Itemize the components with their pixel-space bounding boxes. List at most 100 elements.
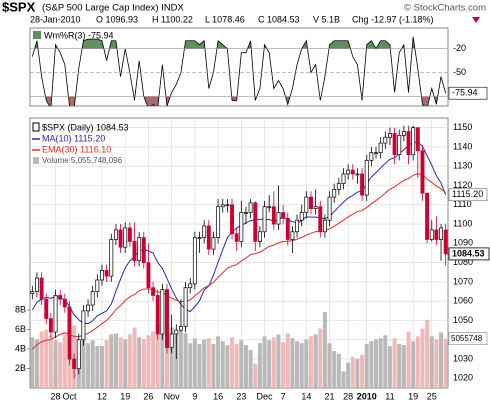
candle-body — [434, 229, 439, 240]
candle-body — [271, 206, 276, 225]
volume-bar — [262, 336, 267, 388]
candle-body — [160, 289, 165, 335]
quote: C 1084.53 — [258, 14, 300, 24]
volume-bar — [174, 334, 179, 388]
candle-body — [439, 227, 443, 240]
volume-bar — [160, 328, 165, 388]
candle-body — [197, 237, 202, 239]
volume-bar — [429, 336, 434, 388]
volume-bar — [90, 340, 95, 388]
volume-bar — [257, 343, 262, 388]
candle-body — [364, 160, 369, 196]
x-tick-label: Dec — [257, 391, 274, 401]
x-tick-label: 7 — [281, 391, 286, 401]
candle-body — [109, 239, 114, 277]
candle-body — [285, 217, 290, 240]
volume-bar — [165, 324, 170, 388]
volume-bar — [197, 344, 202, 388]
volume-bar — [81, 335, 86, 388]
candle-body — [276, 212, 281, 225]
candle-body — [290, 231, 295, 240]
candle-body — [30, 291, 35, 294]
x-tick-label: 16 — [213, 391, 223, 401]
volume-bar — [44, 329, 49, 388]
candle-body — [374, 152, 378, 155]
volume-bar — [304, 339, 309, 388]
volume-bar — [188, 343, 193, 388]
candle-body — [429, 229, 434, 240]
y-tick-label: 1020 — [453, 373, 473, 383]
candle-body — [86, 304, 91, 312]
x-tick-label: 26 — [143, 391, 153, 401]
y-tick-label: 1100 — [453, 218, 472, 228]
candle-body — [151, 287, 156, 296]
candle-body — [216, 206, 221, 238]
candle-body — [155, 295, 160, 335]
value-tag — [448, 86, 488, 100]
volume-bar — [401, 345, 406, 388]
volume-bar — [439, 332, 444, 388]
volume-bar — [123, 339, 128, 388]
candle-body — [35, 277, 39, 292]
credit: © StockCharts.com — [404, 3, 486, 14]
symbol-name: (S&P 500 Large Cap Index) INDX — [42, 3, 185, 14]
candle-body — [420, 150, 425, 194]
candle-body — [336, 183, 341, 190]
candle-body — [355, 173, 360, 176]
volume-bar — [378, 338, 383, 388]
volume-tag — [448, 332, 488, 345]
candle-body — [253, 202, 258, 242]
x-tick-label: 14 — [301, 391, 311, 401]
indicator-panel — [29, 27, 449, 107]
candle-body — [281, 212, 286, 219]
y-tick-label: 1120 — [453, 180, 472, 190]
volume-bar — [211, 344, 216, 388]
x-tick-label: Oct — [62, 391, 77, 401]
x-tick-label: 19 — [120, 391, 130, 401]
volume-bar — [369, 341, 374, 388]
candle-body — [146, 262, 151, 289]
volume-bar — [141, 339, 146, 388]
candle-body — [257, 231, 262, 242]
candle-body — [44, 298, 49, 319]
candle-body — [346, 169, 351, 175]
y-tick-label: 1050 — [453, 315, 473, 325]
volume-bar — [118, 337, 123, 388]
quote-date: 28-Jan-2010 — [30, 14, 81, 24]
quote: Chg -12.97 (-1.18%) — [352, 14, 434, 24]
volume-bar — [341, 371, 346, 388]
y-tick-label: 1060 — [453, 296, 473, 306]
indicator-legend: Wm%R(3) -75.94 — [44, 30, 114, 40]
legend-ma: MA(10) 1115.20 — [42, 133, 105, 143]
volume-bar — [104, 340, 109, 388]
volume-bar — [192, 338, 197, 388]
volume-bar — [34, 339, 39, 388]
candle-body — [411, 127, 416, 155]
candle-body — [211, 237, 216, 250]
candle-body — [262, 206, 267, 233]
legend-icon — [32, 122, 40, 132]
quote: V 5.1B — [313, 14, 340, 24]
x-tick-label: 2010 — [357, 391, 377, 401]
candle-body — [369, 152, 374, 161]
candle-body — [299, 212, 304, 221]
x-tick-label: 23 — [236, 391, 246, 401]
y2-tick-label: 6B — [15, 324, 26, 334]
x-tick-label: Nov — [164, 391, 181, 401]
volume-bar — [318, 328, 323, 388]
candle-body — [230, 204, 234, 235]
candle-body — [206, 225, 211, 250]
x-tick-label: 25 — [427, 391, 437, 401]
candle-body — [397, 135, 402, 155]
candle-body — [267, 206, 272, 209]
volume-bar — [243, 345, 248, 388]
fill-below-area — [32, 96, 446, 106]
candle-body — [76, 339, 81, 370]
candle-body — [387, 133, 392, 138]
volume-bar — [397, 344, 402, 388]
value-tag-label: -75.94 — [452, 88, 478, 98]
volume-bar — [425, 319, 430, 388]
volume-bar — [183, 333, 188, 388]
volume-bar — [336, 353, 341, 388]
x-tick-label: 11 — [385, 391, 394, 401]
